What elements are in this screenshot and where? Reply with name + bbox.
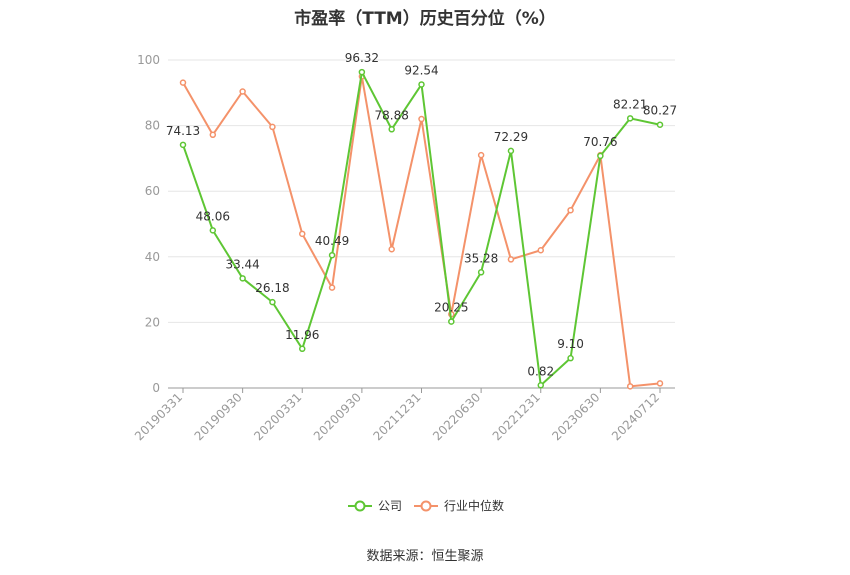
data-point [626, 383, 634, 390]
data-label: 78.88 [375, 108, 409, 122]
x-tick-label: 20221231 [490, 390, 543, 443]
legend-marker-company [354, 500, 366, 512]
data-label: 82.21 [613, 97, 647, 111]
data-label: 35.28 [464, 251, 498, 265]
data-point [358, 68, 366, 76]
data-label: 11.96 [285, 328, 319, 342]
data-point [477, 151, 485, 159]
data-point [388, 126, 395, 133]
data-label: 80.27 [643, 104, 677, 118]
data-point [507, 147, 515, 155]
data-point [388, 246, 395, 253]
y-tick-label: 0 [152, 381, 160, 395]
data-point [209, 131, 217, 139]
data-point [537, 382, 544, 389]
legend-label-company: 公司 [378, 499, 402, 513]
data-label: 48.06 [196, 209, 230, 223]
x-tick-label: 20200930 [311, 390, 364, 443]
x-tick-label: 20240712 [609, 390, 662, 443]
data-label: 20.25 [434, 301, 468, 315]
data-point [299, 345, 306, 353]
data-point [656, 380, 664, 387]
data-point [179, 79, 187, 86]
data-point [537, 246, 544, 254]
legend-marker-industry [420, 500, 432, 512]
chart-title: 市盈率（TTM）历史百分位（%） [294, 9, 556, 29]
data-point [269, 123, 276, 131]
data-point [448, 318, 455, 325]
data-point [328, 251, 336, 259]
data-point [299, 230, 306, 238]
data-point [239, 88, 246, 95]
data-label: 0.82 [527, 364, 554, 378]
data-label: 40.49 [315, 234, 349, 248]
x-tick-label: 20190930 [192, 390, 245, 443]
x-tick-label: 20230630 [549, 390, 602, 443]
x-tick-label: 20211231 [371, 390, 424, 443]
data-point [269, 298, 276, 306]
data-point [418, 115, 425, 123]
data-point [209, 227, 217, 234]
x-tick-label: 20190331 [132, 390, 185, 443]
data-point [626, 115, 634, 122]
data-point [179, 141, 187, 149]
data-point [567, 354, 574, 362]
data-label: 9.10 [557, 337, 584, 351]
data-label: 96.32 [345, 51, 379, 65]
y-tick-label: 40 [145, 250, 160, 264]
y-tick-label: 60 [145, 184, 160, 198]
y-tick-label: 20 [145, 315, 160, 329]
data-label: 72.29 [494, 130, 528, 144]
data-label: 70.76 [583, 135, 617, 149]
y-tick-label: 80 [145, 119, 160, 133]
x-tick-label: 20200331 [251, 390, 304, 443]
y-tick-label: 100 [137, 53, 160, 67]
data-point [418, 81, 425, 88]
data-point [567, 206, 574, 214]
data-label: 33.44 [225, 257, 259, 271]
data-label: 92.54 [404, 63, 438, 77]
data-source: 数据来源：恒生聚源 [366, 549, 484, 564]
data-label: 74.13 [166, 124, 200, 138]
x-tick-label: 20220630 [430, 390, 483, 443]
data-point [656, 121, 664, 128]
data-point [507, 256, 515, 263]
data-point [328, 284, 336, 291]
data-point [597, 152, 604, 160]
legend-label-industry: 行业中位数 [444, 498, 504, 513]
data-point [239, 275, 246, 282]
data-point [477, 269, 485, 276]
data-label: 26.18 [255, 281, 289, 295]
